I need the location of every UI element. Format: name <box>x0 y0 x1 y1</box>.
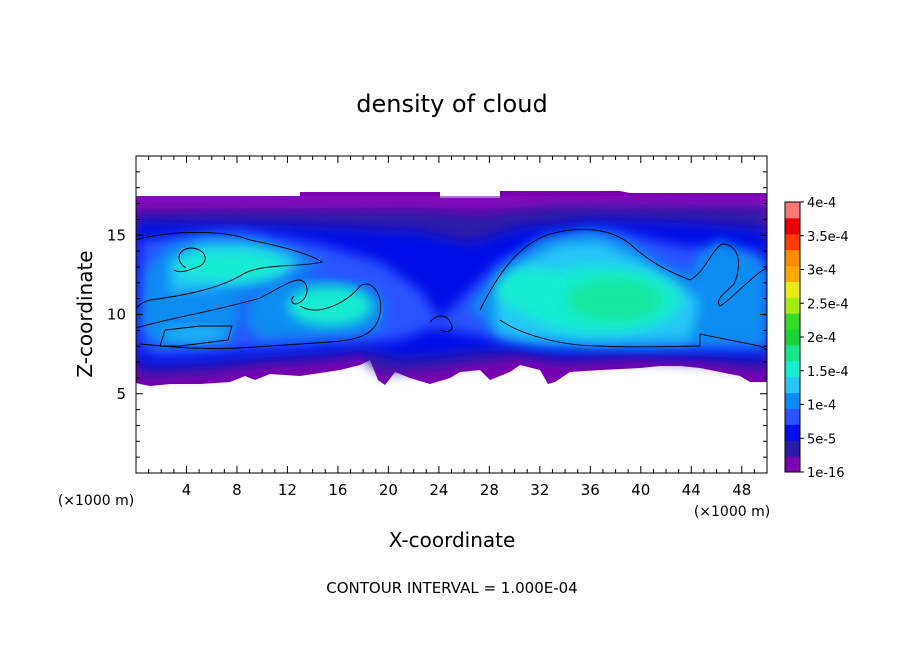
colorbar-labels: 1e-16 5e-5 1e-4 1.5e-4 2e-4 2.5e-4 3e-4 3.5e-4 4… <box>800 196 849 481</box>
x-tick-label: 16 <box>328 481 347 499</box>
colorbar-swatch <box>785 440 800 457</box>
cloud-top-band <box>136 196 767 208</box>
colorbar-swatch <box>785 408 800 425</box>
contour-line <box>159 325 233 347</box>
lower-cyan-pocket <box>161 326 229 342</box>
colorbar <box>784 201 801 473</box>
contour-line <box>173 247 206 273</box>
y-axis-unit: (×1000 m) <box>58 493 134 509</box>
x-axis-label: X-coordinate <box>389 528 516 552</box>
colorbar-label: 2e-4 <box>807 331 836 346</box>
x-tick-label: 24 <box>429 481 448 499</box>
colorbar-swatch <box>785 424 800 441</box>
x-tick-label: 36 <box>581 481 600 499</box>
x-axis-unit: (×1000 m) <box>694 504 770 520</box>
green-core-left <box>175 250 285 282</box>
colorbar-swatch <box>785 281 800 298</box>
colorbar-swatch <box>785 329 800 346</box>
x-tick-label: 4 <box>182 481 192 499</box>
green-core-peak <box>567 278 663 322</box>
contour-line <box>136 279 308 329</box>
y-axis-label: Z-coordinate <box>73 250 97 377</box>
contour-line <box>479 229 767 311</box>
x-tick-label: 40 <box>631 481 650 499</box>
colorbar-swatch <box>785 456 800 473</box>
x-axis-ticks: 4 8 12 16 20 24 28 32 36 40 44 48 <box>148 156 755 499</box>
x-tick-label: 28 <box>480 481 499 499</box>
contour-line <box>139 283 382 349</box>
contour-lines <box>136 229 767 351</box>
colorbar-swatch <box>785 265 800 282</box>
colorbar-swatch <box>785 344 800 362</box>
y-axis-ticks: 5 10 15 <box>107 171 767 458</box>
y-tick-label: 5 <box>116 385 126 403</box>
contour-interval-note: CONTOUR INTERVAL = 1.000E-04 <box>326 579 577 597</box>
colorbar-swatch <box>785 313 800 330</box>
colorbar-swatch <box>785 360 800 378</box>
contour-line <box>429 315 453 333</box>
x-tick-label: 44 <box>682 481 701 499</box>
colorbar-swatch <box>785 202 800 219</box>
cloud-field <box>136 191 767 386</box>
x-tick-label: 32 <box>530 481 549 499</box>
colorbar-label: 3e-4 <box>807 264 836 279</box>
colorbar-label: 3.5e-4 <box>807 230 849 245</box>
x-tick-label: 12 <box>278 481 297 499</box>
green-core-right-small <box>496 268 564 312</box>
colorbar-swatch <box>785 249 800 267</box>
contour-line <box>136 231 324 309</box>
colorbar-label: 5e-5 <box>807 432 836 447</box>
colorbar-label: 1e-4 <box>807 399 836 414</box>
y-tick-label: 10 <box>107 306 126 324</box>
x-tick-label: 8 <box>232 481 242 499</box>
colorbar-label: 1.5e-4 <box>807 365 849 380</box>
colorbar-swatch <box>785 217 800 235</box>
colorbar-label: 1e-16 <box>807 466 845 481</box>
y-tick-label: 15 <box>107 226 126 244</box>
colorbar-label: 4e-4 <box>807 196 836 211</box>
colorbar-swatch <box>785 376 800 394</box>
chart-title: density of cloud <box>356 90 547 118</box>
x-tick-label: 48 <box>732 481 751 499</box>
colorbar-swatch <box>785 392 800 409</box>
contour-line <box>499 319 767 351</box>
colorbar-swatch <box>785 297 800 314</box>
x-tick-label: 20 <box>379 481 398 499</box>
colorbar-swatch <box>785 233 800 251</box>
colorbar-label: 2.5e-4 <box>807 297 849 312</box>
